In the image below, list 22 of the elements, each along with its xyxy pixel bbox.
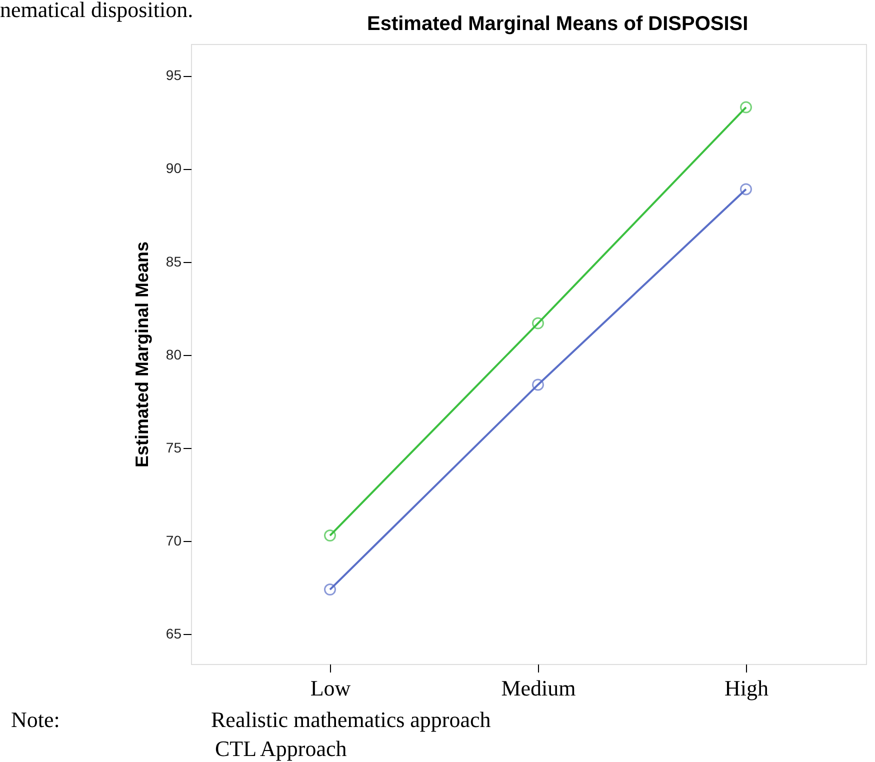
text: Note:: [11, 707, 60, 732]
chart-title: Estimated Marginal Means of DISPOSISI: [367, 13, 748, 35]
point: [740, 183, 752, 196]
text: CTL Approach: [215, 736, 347, 761]
y-tick-label: 65: [166, 626, 182, 642]
y-tick-label: 90: [166, 160, 182, 176]
y-axis-title: Estimated Marginal Means: [132, 241, 152, 468]
y-tick-label: 85: [166, 253, 182, 270]
point: [324, 530, 336, 542]
y-tick-label: 75: [166, 440, 182, 456]
x-tick-label: High: [724, 676, 768, 700]
text: Realistic mathematics approach: [211, 707, 491, 732]
y-tick-label: 80: [166, 346, 182, 362]
point: [532, 317, 544, 330]
y-tick-label: 70: [166, 532, 182, 549]
x-tick-label: Low: [310, 676, 351, 700]
y-tick-label: 95: [166, 67, 182, 84]
point: [740, 101, 752, 114]
text: nematical disposition.: [0, 0, 194, 22]
x-tick-label: Medium: [501, 676, 576, 700]
point: [324, 584, 336, 596]
point: [532, 378, 544, 391]
